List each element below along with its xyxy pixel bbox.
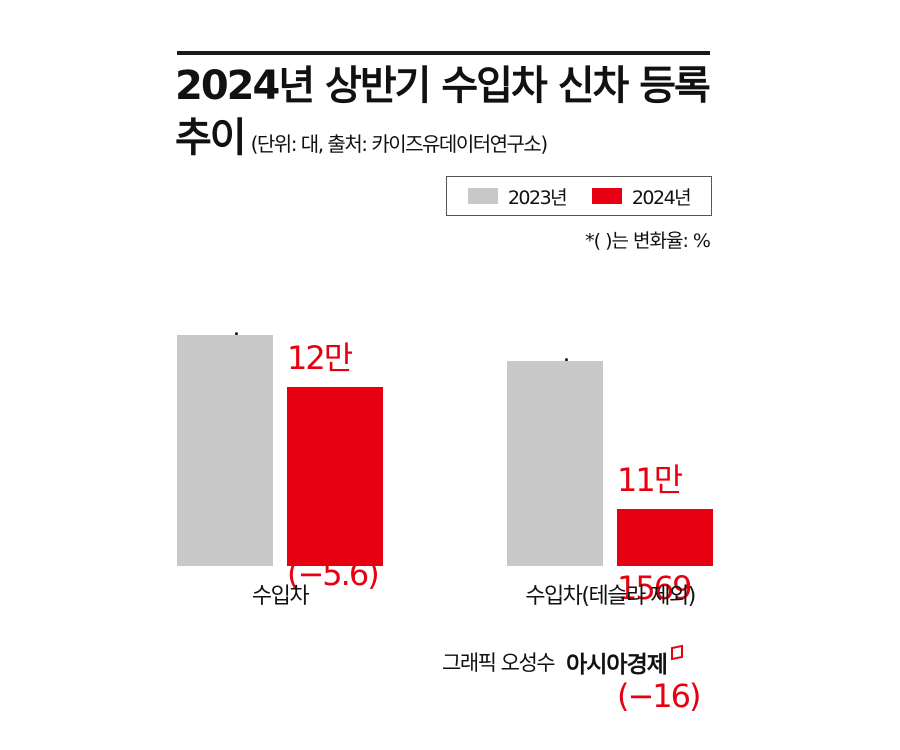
chart-title-continued: 추이 [175,115,247,161]
legend-label: 2023년 [507,186,568,209]
chart-title-line2: 추이 (단위: 대, 출처: 카이즈유데이터연구소) [175,112,549,170]
brand-logo-text: 아시아경제 [566,652,668,678]
bar-2024-imports [287,387,383,566]
value-line: 11만 [617,461,683,499]
chart-subtitle: (단위: 대, 출처: 카이즈유데이터연구소) [250,132,549,156]
bar-2024-excl-tesla [617,509,713,566]
legend-swatch-gray [467,188,498,204]
value-line: 1569 [617,569,692,607]
value-line: 12만 [287,339,353,377]
brand-mark-icon [670,644,683,660]
legend-label: 2024년 [631,186,692,209]
legend-item-2023: 2023년 [467,183,568,210]
legend-swatch-red [591,188,622,204]
top-rule [177,51,710,55]
chart-title: 2024년 상반기 수입차 신차 등록 [175,63,711,109]
category-label: 수입차(테슬라 제외) [525,584,696,609]
category-label: 수입차 [251,584,310,609]
bar-2023-imports [177,335,273,566]
legend: 2023년 2024년 [446,176,712,216]
bar-2023-excl-tesla [507,361,603,566]
value-label-2024-excl-tesla: 11만 1569 (−16) [617,390,701,750]
change-rate-note: *( )는 변화율: % [585,230,711,252]
change-rate: (−16) [617,677,701,715]
legend-item-2024: 2024년 [591,183,692,210]
graphic-credit: 그래픽 오성수 [442,651,556,675]
footer-credit: 그래픽 오성수 아시아경제 [442,644,683,679]
